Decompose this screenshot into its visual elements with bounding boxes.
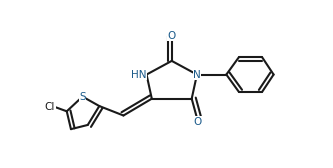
Text: O: O [167, 31, 176, 41]
Text: S: S [79, 92, 86, 102]
Text: N: N [193, 70, 201, 80]
Text: Cl: Cl [45, 102, 55, 112]
Text: HN: HN [131, 70, 147, 80]
Text: O: O [194, 117, 202, 127]
